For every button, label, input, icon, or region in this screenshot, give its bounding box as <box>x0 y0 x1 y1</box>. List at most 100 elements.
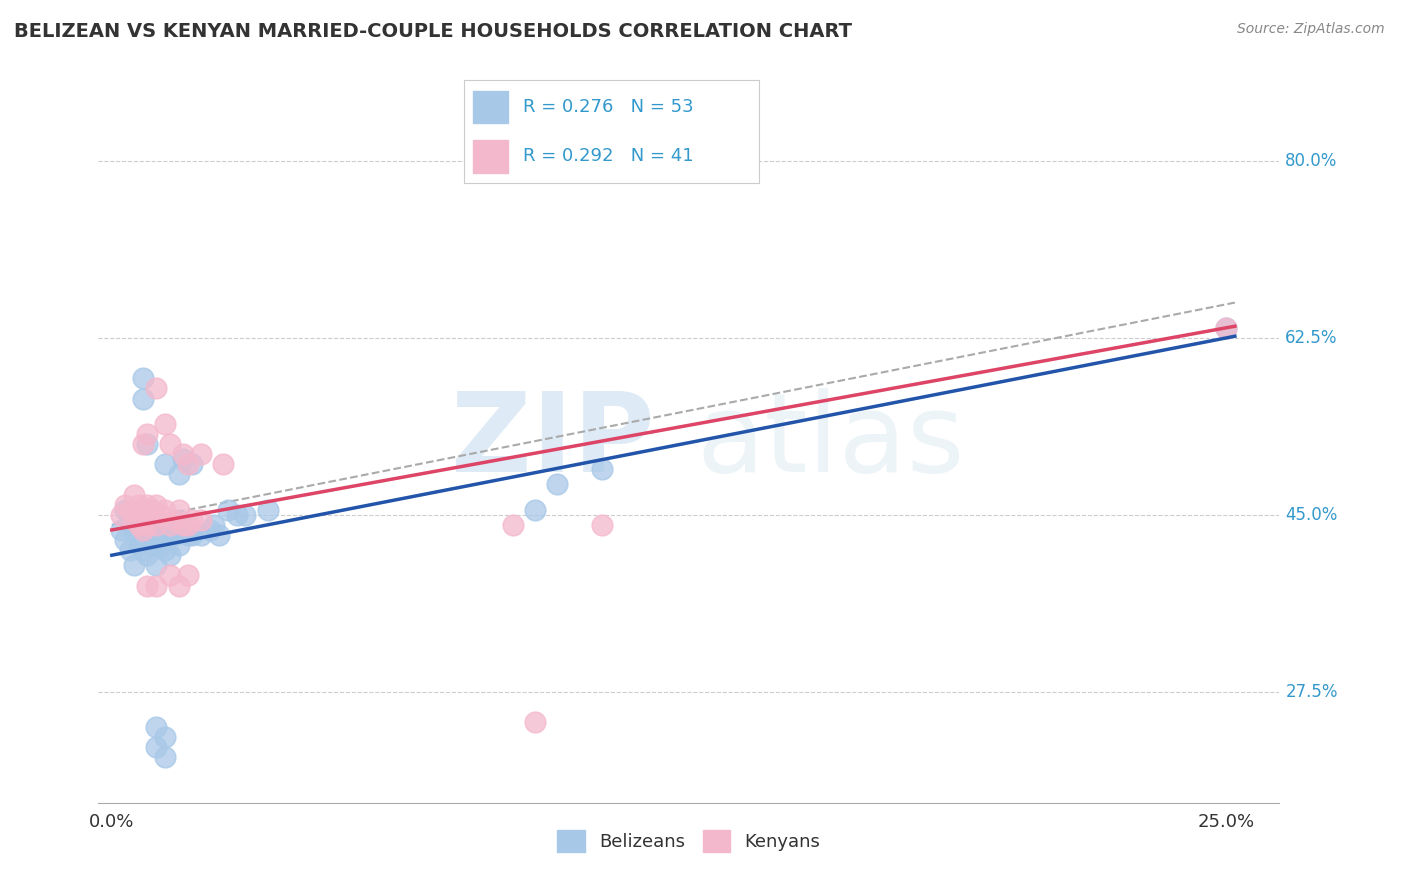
Point <box>141 502 163 516</box>
Text: Source: ZipAtlas.com: Source: ZipAtlas.com <box>1237 22 1385 37</box>
Point <box>149 517 172 532</box>
Point <box>172 447 194 461</box>
Point <box>145 517 167 532</box>
Point <box>145 533 167 547</box>
Point <box>136 578 159 592</box>
Point <box>159 437 181 451</box>
Point <box>128 517 150 532</box>
Point <box>155 543 177 558</box>
Point <box>159 523 181 537</box>
Point <box>202 517 225 532</box>
Point <box>132 502 155 516</box>
Point <box>149 508 172 522</box>
Point <box>208 528 231 542</box>
Bar <box>472 140 509 173</box>
Bar <box>472 91 509 123</box>
Point <box>136 437 159 451</box>
Text: R = 0.292   N = 41: R = 0.292 N = 41 <box>523 147 693 165</box>
Point <box>141 517 163 532</box>
Point <box>524 714 547 729</box>
Point <box>128 538 150 552</box>
Text: BELIZEAN VS KENYAN MARRIED-COUPLE HOUSEHOLDS CORRELATION CHART: BELIZEAN VS KENYAN MARRIED-COUPLE HOUSEH… <box>14 22 852 41</box>
Point <box>181 528 204 542</box>
Point <box>136 517 159 532</box>
Point <box>172 517 194 532</box>
Point <box>128 513 150 527</box>
Point <box>136 498 159 512</box>
Point <box>176 568 198 582</box>
Point <box>1215 321 1237 335</box>
Point <box>145 382 167 396</box>
Point <box>136 427 159 442</box>
Point <box>132 543 155 558</box>
Point <box>159 517 181 532</box>
Point <box>132 437 155 451</box>
Point <box>136 548 159 562</box>
Point <box>502 517 524 532</box>
Point <box>225 508 247 522</box>
Point <box>546 477 568 491</box>
Point <box>256 502 278 516</box>
Text: R = 0.276   N = 53: R = 0.276 N = 53 <box>523 98 693 116</box>
Point <box>591 462 613 476</box>
Point <box>141 538 163 552</box>
Point <box>190 528 212 542</box>
Text: 27.5%: 27.5% <box>1285 682 1339 700</box>
Text: 80.0%: 80.0% <box>1285 153 1337 170</box>
Point <box>167 502 190 516</box>
Point <box>118 513 141 527</box>
Point <box>145 558 167 573</box>
Point <box>155 730 177 744</box>
Point <box>145 740 167 755</box>
Point <box>198 523 221 537</box>
Point <box>217 502 239 516</box>
Point <box>159 568 181 582</box>
Point <box>114 533 136 547</box>
Point <box>122 558 145 573</box>
Point <box>145 498 167 512</box>
Point <box>163 513 186 527</box>
Point <box>132 523 155 537</box>
Text: 62.5%: 62.5% <box>1285 329 1339 347</box>
Point <box>524 502 547 516</box>
Point <box>176 517 198 532</box>
Point <box>167 578 190 592</box>
Point <box>190 513 212 527</box>
Text: ZIP: ZIP <box>451 388 655 495</box>
Point <box>176 457 198 471</box>
Point <box>145 513 167 527</box>
Point <box>167 467 190 482</box>
Point <box>181 457 204 471</box>
Point <box>172 452 194 467</box>
Legend: Belizeans, Kenyans: Belizeans, Kenyans <box>550 822 828 859</box>
Point <box>122 513 145 527</box>
Point <box>149 538 172 552</box>
Point <box>159 548 181 562</box>
Point <box>145 578 167 592</box>
Point <box>155 517 177 532</box>
Point <box>118 543 141 558</box>
Point <box>132 392 155 406</box>
Point <box>114 498 136 512</box>
Point <box>155 502 177 516</box>
Point <box>167 538 190 552</box>
Point <box>118 502 141 516</box>
Point <box>155 457 177 471</box>
Text: atlas: atlas <box>696 388 965 495</box>
Point <box>155 417 177 431</box>
Point <box>110 523 132 537</box>
Point <box>163 528 186 542</box>
Point <box>132 371 155 385</box>
Text: 45.0%: 45.0% <box>1285 506 1337 524</box>
Point <box>235 508 257 522</box>
Point <box>591 517 613 532</box>
Point <box>167 513 190 527</box>
Point <box>132 517 155 532</box>
Point <box>155 750 177 764</box>
Point <box>136 523 159 537</box>
Point <box>122 523 145 537</box>
Point <box>114 502 136 516</box>
Point <box>122 487 145 501</box>
Point <box>181 513 204 527</box>
Point <box>172 523 194 537</box>
